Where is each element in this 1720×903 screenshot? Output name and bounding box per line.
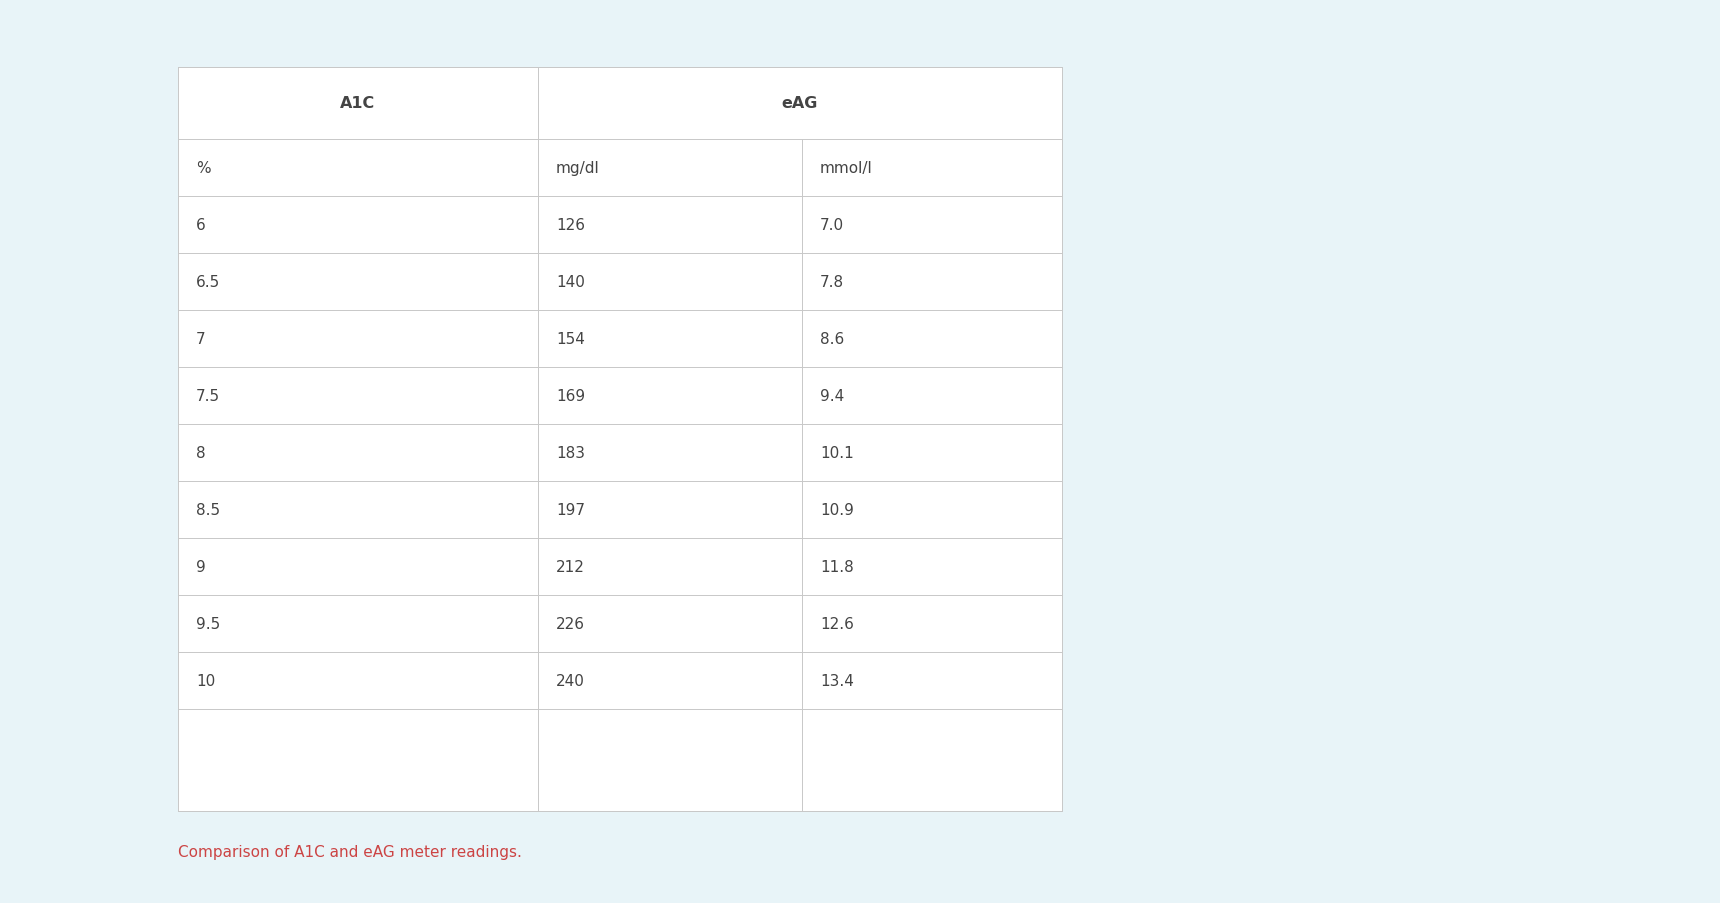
Text: 10.1: 10.1 — [820, 445, 853, 461]
Text: Comparison of A1C and eAG meter readings.: Comparison of A1C and eAG meter readings… — [177, 844, 521, 859]
Text: 9: 9 — [196, 559, 206, 574]
Text: 7: 7 — [196, 331, 206, 347]
Text: 154: 154 — [556, 331, 585, 347]
Text: 7.8: 7.8 — [820, 275, 845, 290]
Text: eAG: eAG — [783, 97, 819, 111]
Text: 12.6: 12.6 — [820, 617, 853, 631]
Text: 226: 226 — [556, 617, 585, 631]
Text: 13.4: 13.4 — [820, 674, 853, 688]
Text: 8.6: 8.6 — [820, 331, 845, 347]
Text: %: % — [196, 161, 210, 176]
Text: 8: 8 — [196, 445, 206, 461]
Text: 212: 212 — [556, 559, 585, 574]
Text: 7.5: 7.5 — [196, 388, 220, 404]
Text: mg/dl: mg/dl — [556, 161, 600, 176]
Text: 11.8: 11.8 — [820, 559, 853, 574]
Text: 240: 240 — [556, 674, 585, 688]
Text: mmol/l: mmol/l — [820, 161, 872, 176]
Text: 9.5: 9.5 — [196, 617, 220, 631]
Text: 9.4: 9.4 — [820, 388, 845, 404]
Text: 6.5: 6.5 — [196, 275, 220, 290]
Text: 8.5: 8.5 — [196, 502, 220, 517]
Bar — [177, 68, 1061, 811]
Text: 126: 126 — [556, 218, 585, 233]
Text: 183: 183 — [556, 445, 585, 461]
Text: 10: 10 — [196, 674, 215, 688]
Text: 197: 197 — [556, 502, 585, 517]
Text: 169: 169 — [556, 388, 585, 404]
Text: 140: 140 — [556, 275, 585, 290]
Text: 10.9: 10.9 — [820, 502, 853, 517]
Text: 7.0: 7.0 — [820, 218, 845, 233]
Text: A1C: A1C — [341, 97, 375, 111]
Text: 6: 6 — [196, 218, 206, 233]
Bar — [177, 68, 1061, 811]
